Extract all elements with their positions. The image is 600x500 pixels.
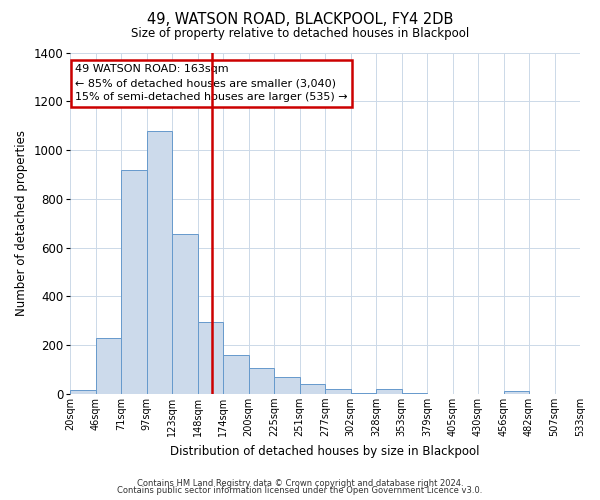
Bar: [503, 392, 529, 394]
Bar: [172, 234, 197, 394]
Bar: [223, 356, 248, 394]
Bar: [376, 390, 401, 394]
Y-axis label: Number of detached properties: Number of detached properties: [15, 130, 28, 316]
Text: Contains public sector information licensed under the Open Government Licence v3: Contains public sector information licen…: [118, 486, 482, 495]
Bar: [96, 338, 121, 394]
Bar: [197, 322, 223, 394]
Bar: [274, 377, 299, 394]
Bar: [299, 384, 325, 394]
Text: Contains HM Land Registry data © Crown copyright and database right 2024.: Contains HM Land Registry data © Crown c…: [137, 478, 463, 488]
Bar: [147, 130, 172, 394]
Bar: [70, 390, 96, 394]
Text: 49, WATSON ROAD, BLACKPOOL, FY4 2DB: 49, WATSON ROAD, BLACKPOOL, FY4 2DB: [147, 12, 453, 28]
Text: 49 WATSON ROAD: 163sqm
← 85% of detached houses are smaller (3,040)
15% of semi-: 49 WATSON ROAD: 163sqm ← 85% of detached…: [76, 64, 348, 102]
Bar: [121, 170, 147, 394]
Bar: [350, 392, 376, 394]
Bar: [248, 368, 274, 394]
Bar: [401, 392, 427, 394]
X-axis label: Distribution of detached houses by size in Blackpool: Distribution of detached houses by size …: [170, 444, 480, 458]
Bar: [325, 388, 350, 394]
Text: Size of property relative to detached houses in Blackpool: Size of property relative to detached ho…: [131, 28, 469, 40]
